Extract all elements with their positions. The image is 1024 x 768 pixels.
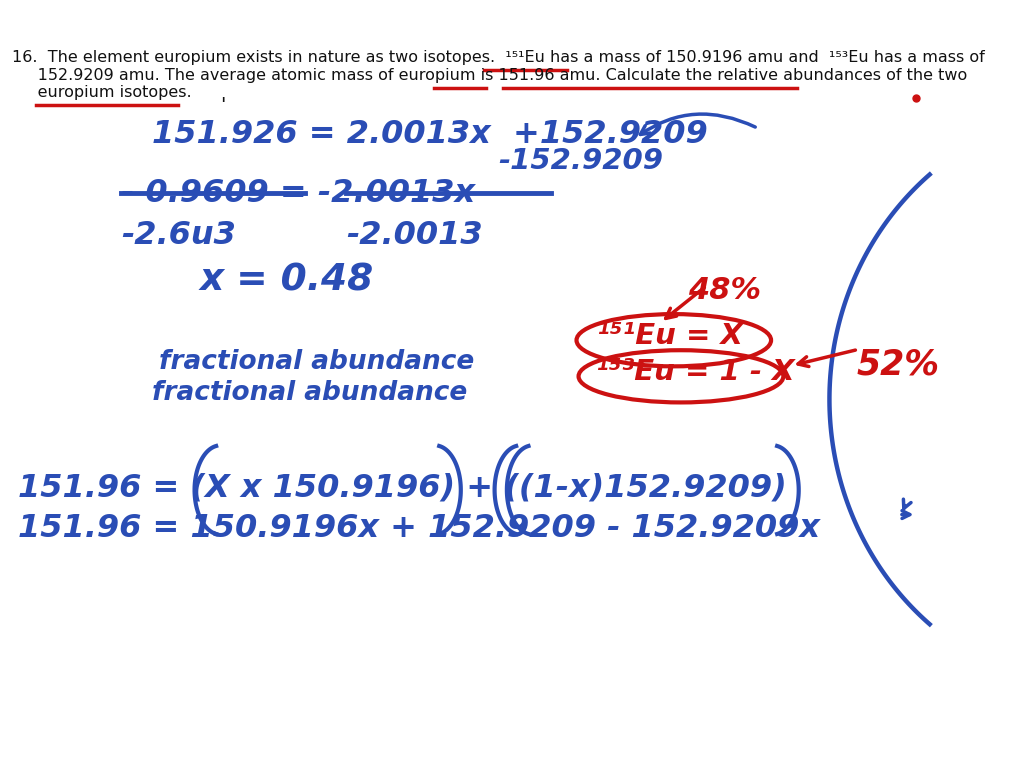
Text: -2.0013: -2.0013 bbox=[346, 220, 482, 250]
Text: -2.6u3: -2.6u3 bbox=[121, 220, 236, 250]
Text: x = 0.48: x = 0.48 bbox=[200, 263, 374, 299]
Text: 151.96 = 150.9196x + 152.9209 - 152.9209x: 151.96 = 150.9196x + 152.9209 - 152.9209… bbox=[18, 513, 820, 544]
Text: ¹⁵¹Eu = X: ¹⁵¹Eu = X bbox=[597, 322, 743, 349]
Text: 152.9209 amu. The average atomic mass of europium is 151.96 amu. Calculate the r: 152.9209 amu. The average atomic mass of… bbox=[12, 68, 968, 83]
Text: fractional abundance: fractional abundance bbox=[152, 380, 467, 406]
Text: 16.  The element europium exists in nature as two isotopes.  ¹⁵¹Eu has a mass of: 16. The element europium exists in natur… bbox=[12, 50, 985, 65]
Text: 48%: 48% bbox=[688, 276, 761, 306]
Text: 52%: 52% bbox=[856, 347, 939, 381]
Text: ': ' bbox=[220, 96, 225, 115]
Text: ¹⁵³Eu = 1 - X: ¹⁵³Eu = 1 - X bbox=[596, 358, 795, 386]
Text: fractional abundance: fractional abundance bbox=[159, 349, 474, 376]
Text: -152.9209: -152.9209 bbox=[499, 147, 664, 175]
Text: 151.96 = (X x 150.9196) + ((1-x)152.9209): 151.96 = (X x 150.9196) + ((1-x)152.9209… bbox=[18, 472, 787, 503]
Text: 151.926 = 2.0013x  +152.9209: 151.926 = 2.0013x +152.9209 bbox=[152, 119, 708, 150]
Text: europium isotopes.: europium isotopes. bbox=[12, 85, 191, 101]
Text: - 0.9609 = -2.0013x: - 0.9609 = -2.0013x bbox=[121, 178, 475, 209]
